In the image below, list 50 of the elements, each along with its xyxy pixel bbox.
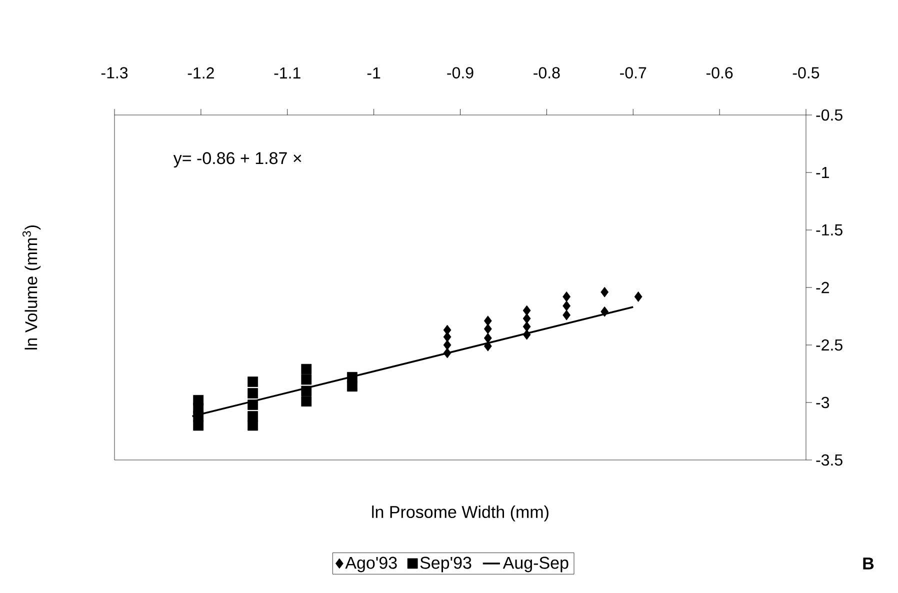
legend-label: Aug-Sep [502, 556, 568, 572]
point [301, 386, 312, 396]
y-tick-label: -1 [816, 166, 829, 178]
point [193, 420, 204, 431]
y-tick-label: -3 [816, 396, 830, 408]
x-tick-label: -1 [367, 67, 380, 78]
point [522, 329, 531, 340]
point [443, 332, 452, 342]
x-tick-label: -1.2 [188, 67, 214, 78]
point [248, 388, 258, 398]
point [562, 310, 571, 320]
y-tick-label: -2 [816, 282, 829, 294]
point [522, 305, 531, 316]
y-tick-label: -1.5 [816, 224, 842, 236]
point [248, 420, 258, 431]
point [522, 313, 531, 324]
point [301, 374, 312, 385]
y-tick-label: -0.5 [816, 109, 842, 121]
x-tick-label: -1.3 [101, 67, 128, 78]
legend-label: Sep'93 [420, 556, 472, 572]
x-tick-label: -0.8 [534, 67, 560, 78]
y-axis-title: ln Volume (mm$^{3}$) [22, 225, 41, 350]
y-tick-label: -3.5 [816, 454, 842, 466]
point [634, 291, 642, 302]
point [484, 316, 492, 326]
point [484, 324, 492, 334]
annotation: y= -0.86 + 1.87 × [173, 152, 302, 168]
point [301, 396, 312, 407]
point [522, 321, 531, 332]
point [484, 340, 492, 352]
point [600, 286, 609, 298]
point [484, 332, 492, 344]
y-tick-label: -2.5 [816, 339, 842, 351]
x-tick-label: -1.1 [274, 67, 300, 78]
point [248, 376, 258, 387]
x-tick-label: -0.9 [447, 67, 474, 78]
point [443, 348, 452, 358]
point [562, 291, 571, 302]
point [347, 381, 358, 392]
text: B [863, 558, 874, 570]
legend-label: Ago'93 [345, 556, 397, 572]
point [443, 340, 452, 350]
x-tick-label: -0.6 [706, 67, 733, 78]
x-tick-label: -0.7 [620, 67, 646, 78]
point [562, 300, 571, 312]
x-axis-title: ln Prosome Width (mm) [372, 506, 548, 522]
point [600, 306, 609, 317]
x-tick-label: -0.5 [792, 67, 820, 78]
point [301, 364, 312, 374]
point [248, 400, 258, 410]
